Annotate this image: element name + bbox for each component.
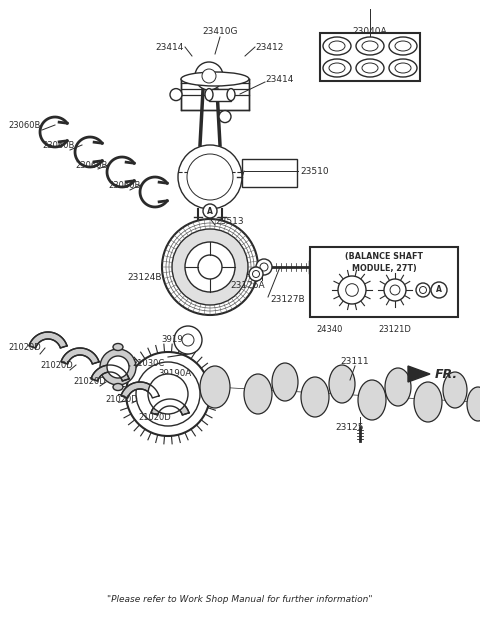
Circle shape (185, 242, 235, 292)
Circle shape (256, 259, 272, 275)
Circle shape (346, 284, 358, 296)
Circle shape (431, 282, 447, 298)
Ellipse shape (205, 88, 213, 101)
Circle shape (187, 154, 233, 200)
Circle shape (198, 255, 222, 279)
Text: 23121D: 23121D (379, 325, 411, 335)
Bar (320, 33, 420, 81)
Text: 23125: 23125 (336, 422, 364, 432)
Polygon shape (61, 348, 99, 364)
Text: 21020D: 21020D (8, 343, 41, 353)
Ellipse shape (113, 343, 123, 351)
Ellipse shape (329, 41, 345, 51)
Text: 23127B: 23127B (270, 295, 305, 305)
Circle shape (260, 263, 268, 271)
Ellipse shape (113, 384, 123, 391)
Ellipse shape (181, 72, 249, 86)
Ellipse shape (362, 63, 378, 73)
Circle shape (174, 326, 202, 354)
Ellipse shape (356, 59, 384, 77)
Ellipse shape (329, 365, 355, 403)
Circle shape (162, 219, 258, 315)
Text: "Please refer to Work Shop Manual for further information": "Please refer to Work Shop Manual for fu… (107, 595, 373, 605)
Text: A: A (436, 285, 442, 294)
Circle shape (195, 62, 223, 90)
Text: 23124B: 23124B (128, 272, 162, 282)
Polygon shape (151, 399, 189, 415)
Ellipse shape (323, 59, 351, 77)
Ellipse shape (385, 368, 411, 406)
Ellipse shape (395, 63, 411, 73)
Text: 23410G: 23410G (202, 27, 238, 37)
Circle shape (202, 69, 216, 83)
Circle shape (107, 356, 129, 378)
Text: 21020D: 21020D (40, 361, 73, 369)
Ellipse shape (200, 366, 230, 408)
Text: 23111: 23111 (341, 358, 369, 366)
Circle shape (136, 362, 200, 426)
Circle shape (338, 276, 366, 304)
Circle shape (100, 349, 136, 385)
Polygon shape (408, 366, 430, 382)
Circle shape (420, 287, 427, 294)
Ellipse shape (389, 37, 417, 55)
Text: 23060B: 23060B (8, 121, 40, 129)
Ellipse shape (301, 377, 329, 417)
Ellipse shape (443, 372, 467, 408)
Ellipse shape (389, 59, 417, 77)
Polygon shape (91, 365, 129, 381)
Text: MODULE, 27T): MODULE, 27T) (352, 264, 416, 274)
Text: 23126A: 23126A (231, 281, 265, 289)
Text: 23414: 23414 (155, 42, 183, 52)
Ellipse shape (272, 363, 298, 401)
Bar (242, 159, 297, 187)
Text: 23414: 23414 (265, 75, 293, 83)
Text: 23510: 23510 (300, 167, 329, 175)
Circle shape (172, 229, 248, 305)
Circle shape (203, 204, 217, 218)
Bar (209, 88, 231, 101)
Circle shape (384, 279, 406, 301)
Text: 23060B: 23060B (108, 180, 140, 190)
Text: 23513: 23513 (215, 218, 244, 226)
Bar (310, 247, 458, 317)
Circle shape (249, 267, 263, 281)
Ellipse shape (227, 88, 235, 101)
Text: 23060B: 23060B (75, 160, 108, 170)
Circle shape (219, 111, 231, 123)
Circle shape (178, 145, 242, 209)
Circle shape (182, 334, 194, 346)
Text: FR.: FR. (435, 368, 458, 381)
Ellipse shape (356, 37, 384, 55)
Text: 21020D: 21020D (73, 378, 106, 386)
Text: (BALANCE SHAFT: (BALANCE SHAFT (345, 253, 423, 261)
Polygon shape (121, 382, 159, 398)
Circle shape (252, 271, 260, 277)
Ellipse shape (467, 387, 480, 421)
Circle shape (170, 88, 182, 101)
Text: 23060B: 23060B (42, 141, 74, 149)
Text: A: A (207, 207, 213, 215)
Ellipse shape (414, 382, 442, 422)
Text: 23412: 23412 (255, 42, 283, 52)
Circle shape (126, 352, 210, 436)
Ellipse shape (323, 37, 351, 55)
Text: 39191: 39191 (161, 335, 189, 345)
Ellipse shape (329, 63, 345, 73)
Ellipse shape (395, 41, 411, 51)
Text: 21020D: 21020D (138, 412, 171, 422)
Text: 23040A: 23040A (353, 27, 387, 37)
Polygon shape (29, 332, 67, 348)
Circle shape (390, 285, 400, 295)
Text: 21030C: 21030C (132, 360, 164, 368)
Text: 21020D: 21020D (105, 396, 138, 404)
Circle shape (148, 374, 188, 414)
Ellipse shape (362, 41, 378, 51)
Ellipse shape (244, 374, 272, 414)
Bar (181, 79, 249, 110)
Circle shape (416, 283, 430, 297)
Ellipse shape (358, 380, 386, 420)
Text: 24340: 24340 (317, 325, 343, 335)
Text: 39190A: 39190A (158, 369, 192, 379)
